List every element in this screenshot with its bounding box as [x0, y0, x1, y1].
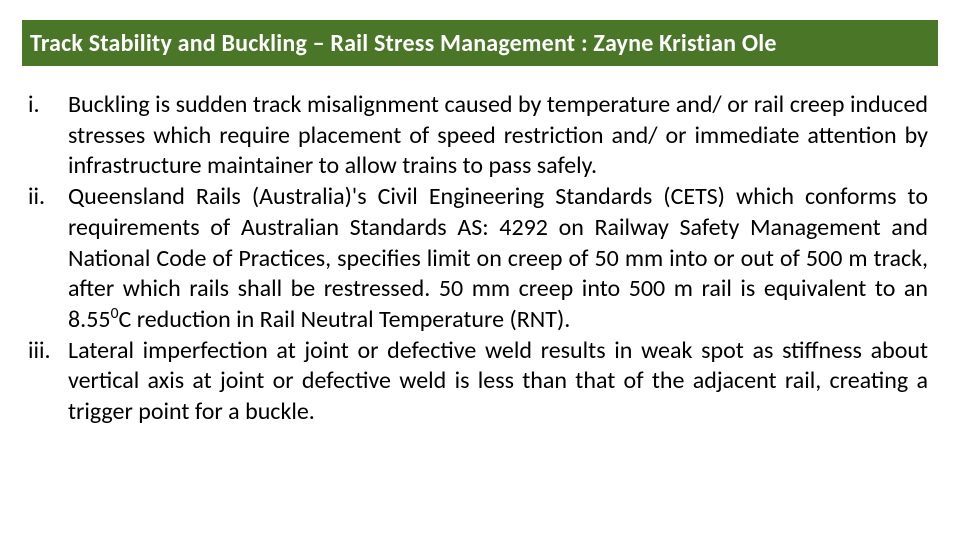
bullet-list: i. Buckling is sudden track misalignment…	[26, 90, 928, 428]
list-marker: ii.	[26, 182, 68, 336]
list-item: ii. Queensland Rails (Australia)'s Civil…	[26, 182, 928, 336]
list-marker: i.	[26, 90, 68, 182]
list-body: Lateral imperfection at joint or defecti…	[68, 336, 928, 428]
text-post: C reduction in Rail Neutral Temperature …	[118, 305, 570, 334]
title-bar: Track Stability and Buckling – Rail Stre…	[22, 20, 938, 66]
list-body: Queensland Rails (Australia)'s Civil Eng…	[68, 182, 928, 336]
list-item: iii. Lateral imperfection at joint or de…	[26, 336, 928, 428]
slide: Track Stability and Buckling – Rail Stre…	[0, 0, 960, 540]
slide-title: Track Stability and Buckling – Rail Stre…	[30, 29, 777, 58]
list-body: Buckling is sudden track misalignment ca…	[68, 90, 928, 182]
list-marker: iii.	[26, 336, 68, 428]
list-item: i. Buckling is sudden track misalignment…	[26, 90, 928, 182]
